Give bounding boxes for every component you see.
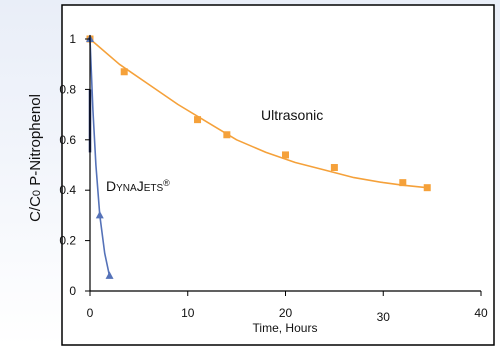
y-tick-label: 0.6 bbox=[59, 133, 76, 147]
y-tick-label: 0.8 bbox=[59, 82, 76, 96]
x-tick-label: 30 bbox=[377, 310, 391, 324]
series-line-dynajets bbox=[89, 38, 111, 277]
y-tick-label: 0 bbox=[69, 284, 76, 298]
data-point-ultrasonic bbox=[223, 131, 231, 139]
y-tick-label: 0.4 bbox=[59, 183, 76, 197]
series-label-dynajets: DYNAJETS® bbox=[106, 178, 170, 194]
data-point-ultrasonic bbox=[120, 68, 128, 76]
x-tick-label: 40 bbox=[474, 306, 488, 320]
data-point-ultrasonic bbox=[330, 164, 338, 172]
x-axis-title: Time, Hours bbox=[253, 321, 318, 335]
y-axis-title: C/C0 P-Nitrophenol bbox=[27, 94, 44, 222]
y-tick-label: 1 bbox=[69, 32, 76, 46]
series-line-ultrasonic bbox=[89, 38, 428, 189]
plot-frame bbox=[61, 4, 495, 346]
x-tick-label: 10 bbox=[181, 306, 195, 320]
series-label-ultrasonic: Ultrasonic bbox=[261, 107, 323, 123]
x-tick-label: 0 bbox=[87, 306, 94, 320]
data-point-dynajets bbox=[105, 271, 114, 279]
data-point-ultrasonic bbox=[194, 116, 202, 124]
data-point-dynajets bbox=[95, 210, 104, 219]
data-point-ultrasonic bbox=[423, 184, 431, 192]
data-point-ultrasonic bbox=[399, 179, 407, 187]
data-point-ultrasonic bbox=[282, 151, 289, 159]
x-tick-label: 20 bbox=[279, 306, 293, 320]
y-tick-label: 0.2 bbox=[59, 234, 76, 248]
